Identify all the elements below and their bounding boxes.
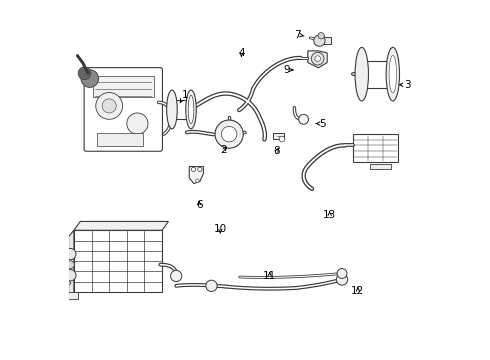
Ellipse shape (198, 167, 202, 171)
Ellipse shape (221, 126, 237, 142)
Bar (362, 61, 393, 87)
Text: 5: 5 (317, 118, 326, 129)
Ellipse shape (386, 48, 399, 101)
Text: 12: 12 (351, 286, 365, 296)
Text: 3: 3 (399, 80, 411, 90)
Ellipse shape (186, 90, 196, 129)
Ellipse shape (167, 90, 177, 129)
Bar (97, 133, 143, 145)
Ellipse shape (336, 274, 348, 285)
Polygon shape (189, 167, 203, 184)
Ellipse shape (81, 70, 98, 87)
Ellipse shape (314, 35, 325, 46)
Text: 10: 10 (214, 224, 227, 234)
Ellipse shape (188, 95, 194, 123)
Ellipse shape (355, 48, 368, 101)
Ellipse shape (127, 113, 148, 134)
Text: 11: 11 (263, 271, 276, 281)
Text: 4: 4 (238, 48, 245, 58)
Ellipse shape (389, 55, 396, 93)
Ellipse shape (337, 269, 347, 278)
Bar (93, 76, 154, 97)
Bar (353, 134, 398, 162)
Polygon shape (308, 51, 327, 68)
Bar (273, 133, 284, 139)
Ellipse shape (318, 32, 324, 39)
Ellipse shape (279, 136, 285, 142)
Ellipse shape (206, 280, 217, 292)
Bar (68, 292, 78, 299)
Ellipse shape (192, 167, 196, 171)
Text: 1: 1 (180, 90, 188, 103)
Ellipse shape (65, 270, 76, 281)
Bar (74, 230, 162, 292)
Polygon shape (69, 230, 74, 298)
Ellipse shape (196, 179, 199, 183)
Bar (172, 100, 191, 119)
Text: 8: 8 (273, 146, 280, 156)
Ellipse shape (102, 99, 116, 113)
Bar (370, 164, 392, 170)
Polygon shape (74, 221, 169, 230)
Text: 9: 9 (283, 65, 293, 75)
Ellipse shape (67, 261, 74, 269)
Ellipse shape (315, 56, 320, 62)
FancyBboxPatch shape (84, 68, 163, 151)
Text: 7: 7 (294, 30, 304, 40)
Ellipse shape (215, 120, 243, 148)
Text: 2: 2 (220, 145, 227, 155)
Ellipse shape (171, 270, 182, 282)
Ellipse shape (78, 67, 91, 80)
Ellipse shape (96, 93, 122, 119)
Ellipse shape (65, 248, 76, 260)
Text: 6: 6 (196, 200, 202, 210)
Ellipse shape (311, 52, 324, 65)
Ellipse shape (298, 114, 309, 124)
Bar (318, 37, 331, 44)
Text: 13: 13 (323, 210, 336, 220)
